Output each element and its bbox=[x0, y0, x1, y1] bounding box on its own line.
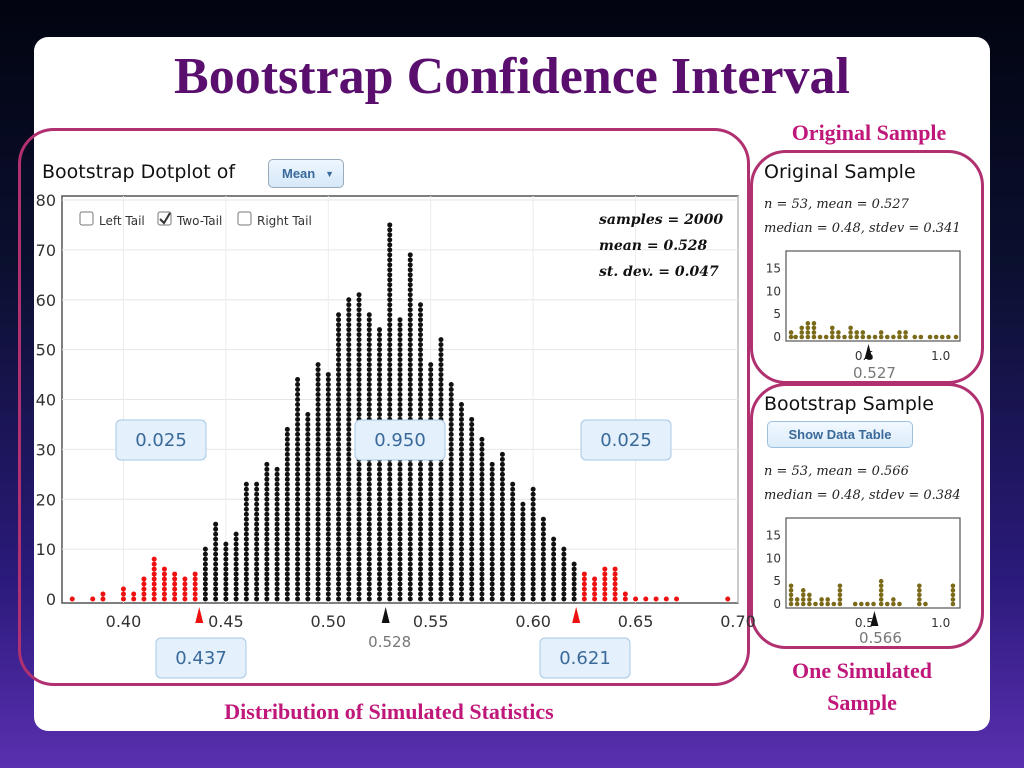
original-sample-label: Original Sample bbox=[791, 120, 947, 145]
bootstrap-sample-frame bbox=[750, 383, 984, 649]
show-data-table-button[interactable]: Show Data Table bbox=[767, 421, 913, 448]
original-sample-frame bbox=[750, 150, 984, 384]
one-simulated-sample-label: One Simulated Sample bbox=[792, 658, 932, 715]
left-tail-checkbox[interactable] bbox=[79, 211, 94, 226]
distribution-label: Distribution of Simulated Statistics bbox=[224, 699, 554, 724]
slide-title: Bootstrap Confidence Interval bbox=[174, 48, 850, 105]
right-tail-checkbox[interactable] bbox=[237, 211, 252, 226]
chevron-down-icon: ▼ bbox=[325, 169, 334, 179]
dotplot-frame bbox=[18, 128, 750, 686]
two-tail-checkbox[interactable] bbox=[157, 211, 172, 226]
statistic-select[interactable]: Mean ▼ bbox=[268, 159, 344, 188]
statistic-select-value: Mean bbox=[282, 166, 316, 181]
